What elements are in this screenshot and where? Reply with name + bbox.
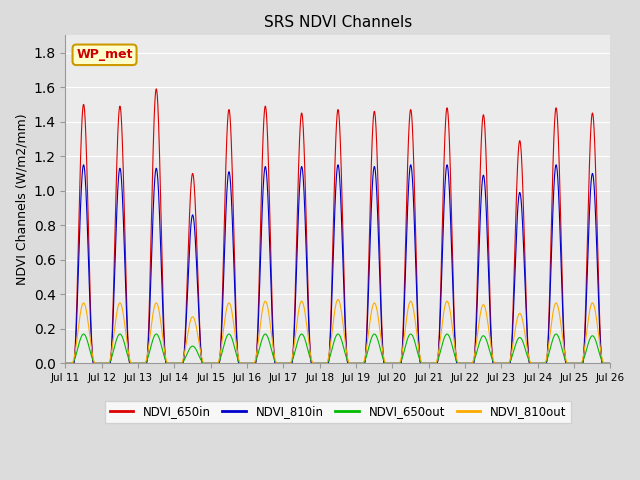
Line: NDVI_650out: NDVI_650out <box>65 334 611 363</box>
NDVI_810out <box>334 297 342 302</box>
NDVI_650in <box>124 326 131 332</box>
NDVI_810out <box>607 360 614 366</box>
NDVI_650in <box>607 360 614 366</box>
NDVI_650out <box>124 353 132 359</box>
NDVI_650in <box>538 360 545 366</box>
NDVI_650in <box>271 357 278 363</box>
NDVI_650in <box>156 173 164 179</box>
NDVI_810out <box>538 360 545 366</box>
NDVI_810in <box>124 338 132 344</box>
NDVI_810out <box>124 344 131 349</box>
NDVI_650out <box>61 360 69 366</box>
NDVI_810out <box>61 360 69 366</box>
NDVI_810in <box>596 332 604 337</box>
NDVI_650out <box>538 360 545 366</box>
NDVI_810in <box>80 162 88 168</box>
NDVI_810in <box>607 360 614 366</box>
NDVI_650out <box>596 352 604 358</box>
NDVI_650in <box>596 323 604 328</box>
NDVI_810out <box>156 313 164 319</box>
NDVI_650out <box>80 331 88 337</box>
NDVI_650in <box>294 177 302 183</box>
NDVI_810out <box>596 342 604 348</box>
NDVI_650out <box>156 338 164 344</box>
NDVI_650out <box>294 337 302 343</box>
NDVI_650in <box>61 360 69 366</box>
NDVI_810in <box>538 360 545 366</box>
NDVI_810in <box>294 216 302 222</box>
Line: NDVI_810out: NDVI_810out <box>65 300 611 363</box>
NDVI_810out <box>271 353 278 359</box>
NDVI_810in <box>61 360 69 366</box>
Line: NDVI_810in: NDVI_810in <box>65 165 611 363</box>
Text: WP_met: WP_met <box>76 48 133 61</box>
Line: NDVI_650in: NDVI_650in <box>65 89 611 363</box>
NDVI_810out <box>294 312 302 318</box>
NDVI_650in <box>152 86 160 92</box>
Y-axis label: NDVI Channels (W/m2/mm): NDVI Channels (W/m2/mm) <box>15 114 28 285</box>
Title: SRS NDVI Channels: SRS NDVI Channels <box>264 15 412 30</box>
NDVI_810in <box>271 358 278 364</box>
NDVI_650out <box>607 360 614 366</box>
NDVI_810in <box>156 228 164 233</box>
NDVI_650out <box>271 357 278 363</box>
Legend: NDVI_650in, NDVI_810in, NDVI_650out, NDVI_810out: NDVI_650in, NDVI_810in, NDVI_650out, NDV… <box>105 401 571 423</box>
